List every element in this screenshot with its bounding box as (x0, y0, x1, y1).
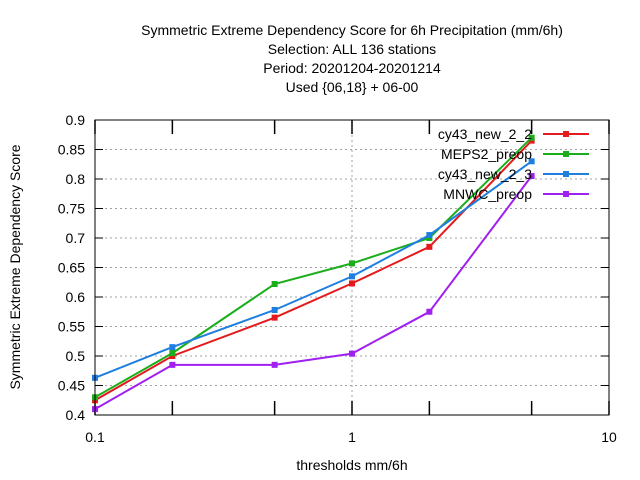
data-point-cy43_new_2_2 (349, 280, 355, 287)
data-point-MEPS2_preop (349, 260, 355, 267)
title-block: Symmetric Extreme Dependency Score for 6… (141, 22, 563, 95)
series-line-MNWC_preop (94, 175, 533, 410)
data-point-MNWC_preop (528, 173, 535, 180)
series-line-cy43_new_2_3 (94, 160, 533, 379)
data-point-MNWC_preop (271, 361, 278, 368)
data-point-MEPS2_preop (271, 281, 278, 288)
y-tick-label: 0.8 (66, 171, 86, 187)
y-tick-label: 0.6 (66, 289, 86, 305)
series-lines (92, 134, 535, 413)
legend-label: cy43_new_2_2 (438, 126, 532, 142)
data-point-MNWC_preop (169, 361, 176, 368)
x-tick-labels: 0.1 1 10 (85, 429, 617, 445)
legend-swatch-marker (563, 171, 569, 177)
y-tick-labels: 0.4 0.45 0.5 0.55 0.6 0.65 0.7 0.75 0.8 0.85 0.9 (58, 112, 85, 423)
series-line-cy43_new_2_2 (94, 140, 533, 402)
data-point-cy43_new_2_3 (169, 344, 176, 351)
data-point-cy43_new_2_3 (349, 273, 355, 280)
plot-frame (94, 119, 610, 416)
legend: cy43_new_2_2 MEPS2_preop cy43_new_2_3 MNWC_… (438, 126, 589, 202)
x-tick-label: 10 (601, 429, 617, 445)
y-tick-label: 0.85 (58, 142, 85, 158)
data-point-MEPS2_preop (528, 134, 535, 141)
data-point-MNWC_preop (349, 350, 355, 357)
legend-swatch-marker (563, 131, 569, 137)
y-tick-label: 0.45 (58, 378, 85, 394)
x-tick-label: 0.1 (85, 429, 105, 445)
y-tick-label: 0.9 (66, 112, 86, 128)
legend-label: cy43_new_2_3 (438, 166, 532, 182)
y-tick-label: 0.75 (58, 201, 85, 217)
data-point-cy43_new_2_2 (426, 243, 433, 250)
data-point-cy43_new_2_3 (528, 158, 535, 165)
y-tick-label: 0.4 (66, 407, 86, 423)
data-point-cy43_new_2_2 (271, 314, 278, 321)
data-point-MEPS2_preop (169, 350, 176, 357)
x-tick-label: 1 (348, 429, 356, 445)
x-axis-label: thresholds mm/6h (296, 457, 407, 473)
legend-swatch-marker (563, 151, 569, 157)
legend-label: MEPS2_preop (441, 146, 532, 162)
legend-swatch-marker (563, 191, 569, 197)
y-tick-label: 0.5 (66, 348, 86, 364)
y-tick-label: 0.55 (58, 319, 85, 335)
chart-title: Symmetric Extreme Dependency Score for 6… (141, 22, 563, 38)
series-line-MEPS2_preop (94, 136, 533, 399)
chart-subtitle-period: Period: 20201204-20201214 (263, 60, 441, 76)
y-axis-label: Symmetric Extreme Dependency Score (7, 144, 23, 389)
chart-subtitle-selection: Selection: ALL 136 stations (268, 41, 436, 57)
data-point-cy43_new_2_3 (271, 306, 278, 313)
chart-subtitle-used: Used {06,18} + 06-00 (286, 79, 419, 95)
legend-label: MNWC_preop (443, 186, 532, 202)
data-point-MNWC_preop (426, 308, 433, 315)
y-tick-label: 0.7 (66, 230, 86, 246)
y-tick-label: 0.65 (58, 260, 85, 276)
data-point-cy43_new_2_3 (426, 232, 433, 239)
